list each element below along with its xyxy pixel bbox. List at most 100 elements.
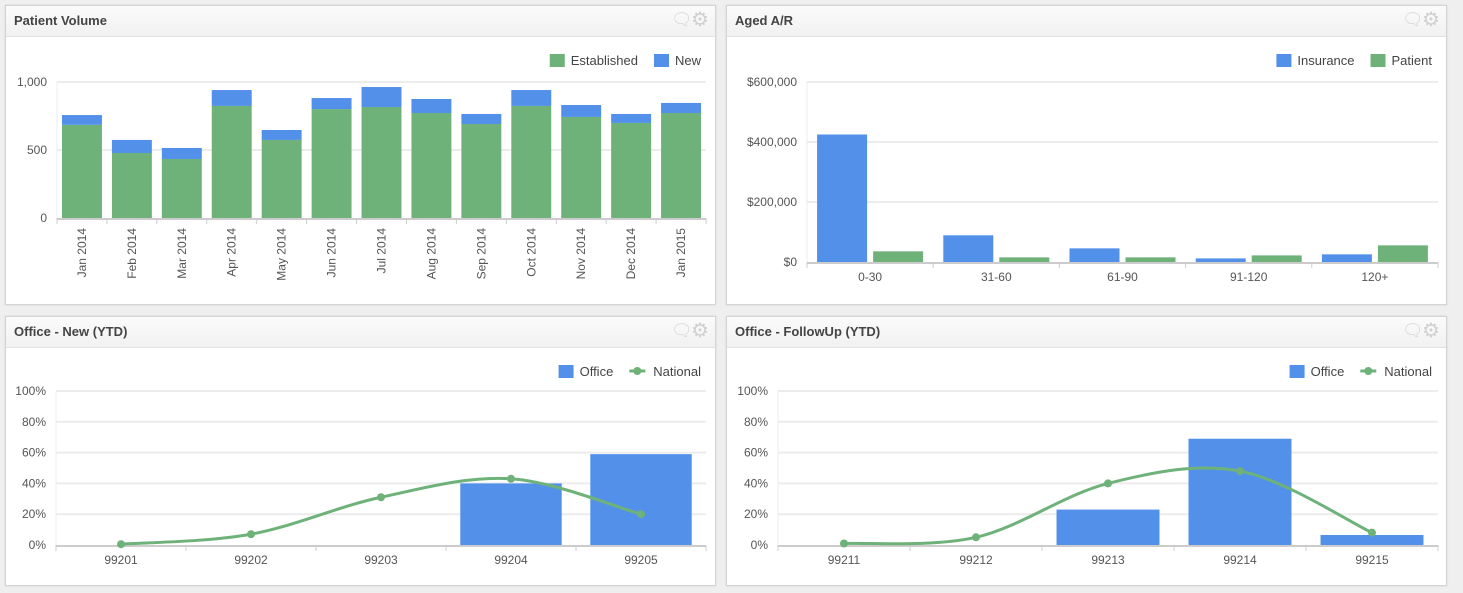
bar-established — [511, 105, 552, 218]
panel-title: Office - FollowUp (YTD) — [735, 324, 881, 339]
y-tick-label: 0% — [751, 538, 769, 552]
y-tick-label: 100% — [15, 384, 46, 398]
legend-label: Patient — [1392, 53, 1433, 68]
bar-new — [311, 98, 352, 110]
y-tick-label: 80% — [22, 415, 46, 429]
x-tick-label: Feb 2014 — [125, 228, 139, 279]
line-national — [120, 476, 642, 546]
bar-insurance — [817, 134, 868, 262]
point-national — [972, 533, 980, 542]
x-tick-label: 99205 — [624, 553, 658, 567]
y-tick-label: 500 — [27, 143, 47, 157]
point-national — [377, 493, 385, 502]
comment-icon[interactable]: 🗨 — [1402, 10, 1424, 29]
legend-label: Office — [580, 364, 614, 379]
x-tick-label: Dec 2014 — [624, 228, 638, 280]
point-national — [1368, 528, 1376, 537]
bar-office — [460, 483, 562, 545]
aged-ar-chart: $0 $200,000 $400,000 $600,000 0-30 31-60 61-90… — [747, 53, 1439, 284]
y-tick-label: 40% — [22, 476, 46, 490]
comment-icon[interactable]: 🗨 — [671, 10, 693, 29]
bar-established — [311, 109, 352, 218]
legend-point-swatch — [633, 367, 642, 375]
bar-new — [511, 90, 552, 106]
y-tick-label: $0 — [784, 255, 798, 269]
bar-insurance — [1069, 248, 1120, 262]
x-tick-label: 99214 — [1223, 553, 1257, 567]
y-tick-label: 0% — [29, 538, 47, 552]
bar-new — [261, 130, 302, 140]
gear-icon[interactable]: ⚙ — [691, 9, 709, 31]
bar-established — [211, 105, 252, 218]
point-national — [637, 510, 645, 519]
panel-header: Office - FollowUp (YTD) 🗨 ⚙ — [727, 317, 1446, 348]
point-national — [840, 539, 848, 548]
point-national — [247, 530, 255, 539]
bar-established — [111, 152, 152, 218]
bar-office — [1188, 438, 1292, 545]
y-tick-label: 20% — [22, 507, 46, 521]
legend-swatch — [558, 365, 574, 378]
y-tick-label: 100% — [737, 384, 768, 398]
legend-swatch — [1276, 54, 1292, 67]
y-tick-label: 40% — [744, 476, 768, 490]
bar-established — [661, 113, 702, 218]
bar-new — [411, 99, 452, 114]
bar-patient — [873, 251, 924, 262]
bar-established — [561, 116, 602, 218]
x-tick-label: 91-120 — [1230, 270, 1268, 284]
bar-new — [61, 115, 102, 125]
x-tick-label: 99215 — [1355, 553, 1389, 567]
legend-label: Insurance — [1297, 53, 1354, 68]
x-tick-label: Jun 2014 — [325, 228, 339, 278]
y-tick-label: 60% — [744, 446, 768, 460]
x-tick-label: Jan 2015 — [674, 228, 688, 278]
bar-new — [161, 147, 202, 159]
x-tick-label: 99213 — [1091, 553, 1125, 567]
x-tick-label: Mar 2014 — [175, 228, 189, 279]
x-tick-label: Jan 2014 — [75, 228, 89, 278]
panel-header: Aged A/R 🗨 ⚙ — [727, 6, 1446, 37]
y-tick-label: $600,000 — [747, 75, 797, 89]
bar-established — [161, 158, 202, 218]
point-national — [507, 474, 515, 483]
comment-icon[interactable]: 🗨 — [671, 321, 693, 340]
comment-icon[interactable]: 🗨 — [1402, 321, 1424, 340]
x-tick-label: 0-30 — [858, 270, 882, 284]
legend-label: National — [653, 364, 701, 379]
x-tick-label: 99202 — [234, 553, 268, 567]
bar-new — [661, 102, 702, 114]
legend-swatch — [1289, 365, 1305, 378]
office-followup-panel: Office - FollowUp (YTD) 🗨 ⚙ 0% 20% 40% 60% 8… — [726, 316, 1447, 586]
bar-established — [261, 139, 302, 218]
x-tick-label: 99211 — [828, 553, 861, 567]
office-new-panel: Office - New (YTD) 🗨 ⚙ 0% 20% 40% 60% 80% 100… — [5, 316, 716, 586]
aged-ar-panel: Aged A/R 🗨 ⚙ $0 $200,000 $400,000 $600,000 0… — [726, 5, 1447, 305]
bar-new — [611, 113, 652, 123]
x-tick-label: 99201 — [104, 553, 138, 567]
bar-established — [411, 113, 452, 218]
gear-icon[interactable]: ⚙ — [1422, 9, 1440, 31]
bar-new — [111, 139, 152, 153]
x-tick-label: 99212 — [959, 553, 993, 567]
point-national — [1236, 467, 1244, 476]
bar-insurance — [943, 235, 994, 262]
x-tick-label: May 2014 — [275, 228, 289, 281]
gear-icon[interactable]: ⚙ — [691, 320, 709, 342]
bar-patient — [999, 257, 1050, 262]
legend-label: Office — [1311, 364, 1345, 379]
patient-volume-panel: Patient Volume 🗨 ⚙ 0 500 1,000 Jan 2014 Feb … — [5, 5, 716, 305]
gear-icon[interactable]: ⚙ — [1422, 320, 1440, 342]
y-tick-label: 20% — [744, 507, 768, 521]
bar-established — [61, 124, 102, 218]
bar-new — [461, 113, 502, 125]
bar-office — [590, 454, 692, 545]
y-tick-label: 1,000 — [17, 75, 47, 89]
legend-label: Established — [571, 53, 638, 68]
bar-new — [361, 87, 402, 108]
bar-established — [461, 124, 502, 218]
bar-established — [361, 107, 402, 218]
office-followup-chart: 0% 20% 40% 60% 80% 100% 99211 99212 99213 99214 99… — [737, 364, 1439, 567]
legend-swatch — [549, 54, 565, 67]
bar-patient — [1125, 257, 1176, 262]
